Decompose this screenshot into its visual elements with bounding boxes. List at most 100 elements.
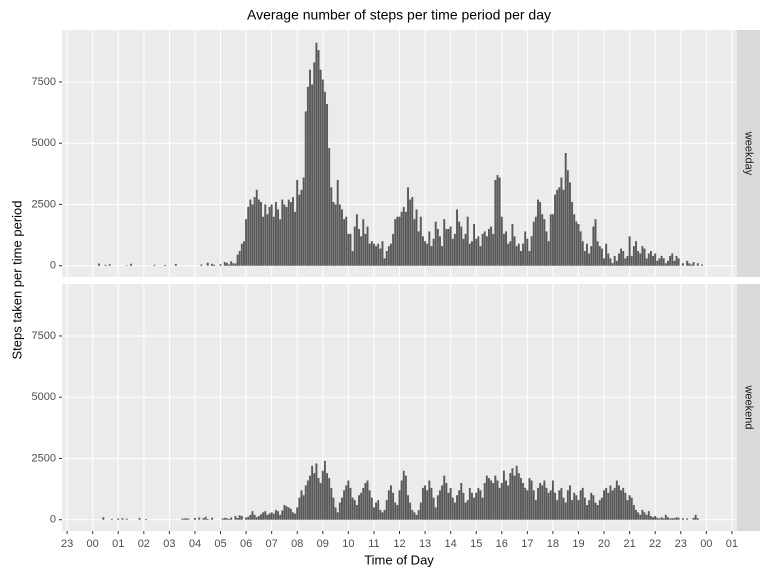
- x-tick-label: 00: [87, 538, 99, 550]
- bar: [545, 231, 548, 266]
- bar: [568, 182, 571, 266]
- bar: [669, 518, 672, 520]
- bar: [615, 260, 618, 266]
- bar: [507, 485, 510, 520]
- bar: [490, 226, 493, 266]
- bar: [596, 241, 599, 266]
- bar: [502, 470, 505, 520]
- x-tick-label: 12: [393, 538, 405, 550]
- bar: [130, 263, 132, 266]
- bar: [639, 514, 642, 520]
- bar: [232, 263, 235, 266]
- x-tick-label: 22: [649, 538, 661, 550]
- bar: [462, 492, 465, 520]
- x-tick-label: 04: [189, 538, 201, 550]
- bar: [102, 517, 105, 520]
- bar: [428, 231, 431, 266]
- bar: [583, 251, 586, 266]
- bar: [622, 487, 625, 520]
- bar: [441, 246, 444, 266]
- bar: [285, 206, 288, 266]
- bar: [526, 490, 529, 520]
- bar: [458, 221, 461, 266]
- bar: [470, 492, 473, 520]
- bar: [507, 243, 510, 266]
- bar: [475, 492, 478, 520]
- bar: [358, 228, 360, 266]
- bar: [355, 505, 358, 520]
- bar: [368, 243, 371, 266]
- bar: [513, 475, 516, 520]
- bar: [522, 243, 525, 266]
- bar: [287, 199, 290, 266]
- bar: [479, 246, 482, 266]
- bar: [468, 487, 471, 520]
- bar: [515, 465, 518, 520]
- bar: [398, 216, 401, 266]
- bar: [240, 243, 243, 266]
- bar: [575, 221, 578, 266]
- bar: [456, 495, 458, 520]
- bar: [349, 233, 352, 266]
- bar: [519, 251, 522, 266]
- bar: [547, 241, 550, 266]
- bar: [675, 255, 678, 266]
- bar: [477, 487, 480, 520]
- bar: [319, 482, 322, 520]
- strip-label: weekend: [743, 384, 755, 429]
- bar: [660, 517, 663, 520]
- bar: [603, 258, 606, 266]
- bar: [460, 482, 463, 520]
- bar: [639, 253, 642, 266]
- bar: [496, 480, 499, 520]
- bar: [289, 508, 292, 520]
- bar: [341, 209, 343, 266]
- bar: [456, 209, 458, 266]
- bar: [353, 500, 356, 520]
- bar: [341, 497, 343, 520]
- bar: [292, 512, 294, 520]
- bar: [688, 263, 691, 266]
- bar: [281, 510, 284, 520]
- bar: [509, 473, 512, 520]
- bar: [652, 517, 655, 520]
- bar: [556, 500, 559, 520]
- bar: [624, 492, 627, 520]
- bar: [483, 482, 486, 520]
- bar: [121, 518, 124, 520]
- bar: [539, 482, 542, 520]
- bar: [251, 511, 254, 520]
- bar: [236, 254, 239, 266]
- bar: [556, 189, 559, 266]
- x-tick-label: 21: [623, 538, 635, 550]
- bar: [347, 480, 350, 520]
- bar: [432, 238, 435, 266]
- bar: [270, 204, 273, 266]
- bar: [575, 495, 578, 520]
- bar: [345, 485, 348, 520]
- bar: [294, 513, 297, 520]
- bar: [649, 516, 652, 520]
- bar: [664, 514, 667, 520]
- bar: [228, 518, 231, 520]
- bar: [243, 241, 245, 266]
- bar: [238, 515, 241, 520]
- bar: [509, 241, 512, 266]
- bar: [383, 509, 386, 520]
- bar: [615, 480, 618, 520]
- bar: [671, 518, 674, 520]
- bar: [274, 202, 277, 266]
- bar: [328, 478, 331, 520]
- bar: [490, 480, 493, 520]
- bar: [262, 216, 265, 266]
- bar: [430, 246, 433, 266]
- bar: [108, 264, 111, 266]
- bar: [211, 517, 213, 520]
- bar: [594, 219, 597, 266]
- bar: [213, 264, 216, 266]
- bar: [671, 253, 674, 266]
- bar: [690, 264, 693, 266]
- x-tick-label: 09: [317, 538, 329, 550]
- bar: [413, 512, 416, 520]
